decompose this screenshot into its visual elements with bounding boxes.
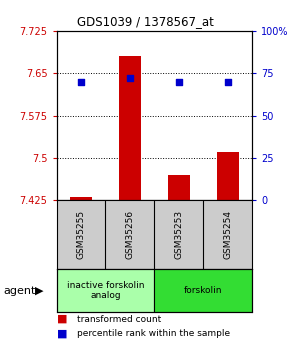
- Point: [177, 79, 181, 85]
- Bar: [57, 269, 155, 312]
- Text: forskolin: forskolin: [184, 286, 223, 295]
- Point: [128, 76, 132, 81]
- Text: ▶: ▶: [35, 286, 44, 296]
- Bar: [155, 269, 252, 312]
- Text: GSM35255: GSM35255: [77, 210, 86, 259]
- Text: ■: ■: [57, 329, 67, 338]
- Text: inactive forskolin
analog: inactive forskolin analog: [67, 281, 144, 300]
- Text: GSM35254: GSM35254: [223, 210, 232, 259]
- Text: transformed count: transformed count: [77, 315, 161, 324]
- Text: agent: agent: [3, 286, 35, 296]
- Text: GSM35253: GSM35253: [174, 210, 183, 259]
- Bar: [217, 152, 239, 200]
- Bar: [168, 175, 190, 200]
- Bar: [70, 197, 92, 200]
- Bar: [119, 56, 141, 200]
- Point: [79, 79, 83, 85]
- Text: GDS1039 / 1378567_at: GDS1039 / 1378567_at: [77, 16, 213, 29]
- Text: GSM35256: GSM35256: [126, 210, 135, 259]
- Point: [226, 79, 230, 85]
- Text: percentile rank within the sample: percentile rank within the sample: [77, 329, 230, 338]
- Text: ■: ■: [57, 314, 67, 324]
